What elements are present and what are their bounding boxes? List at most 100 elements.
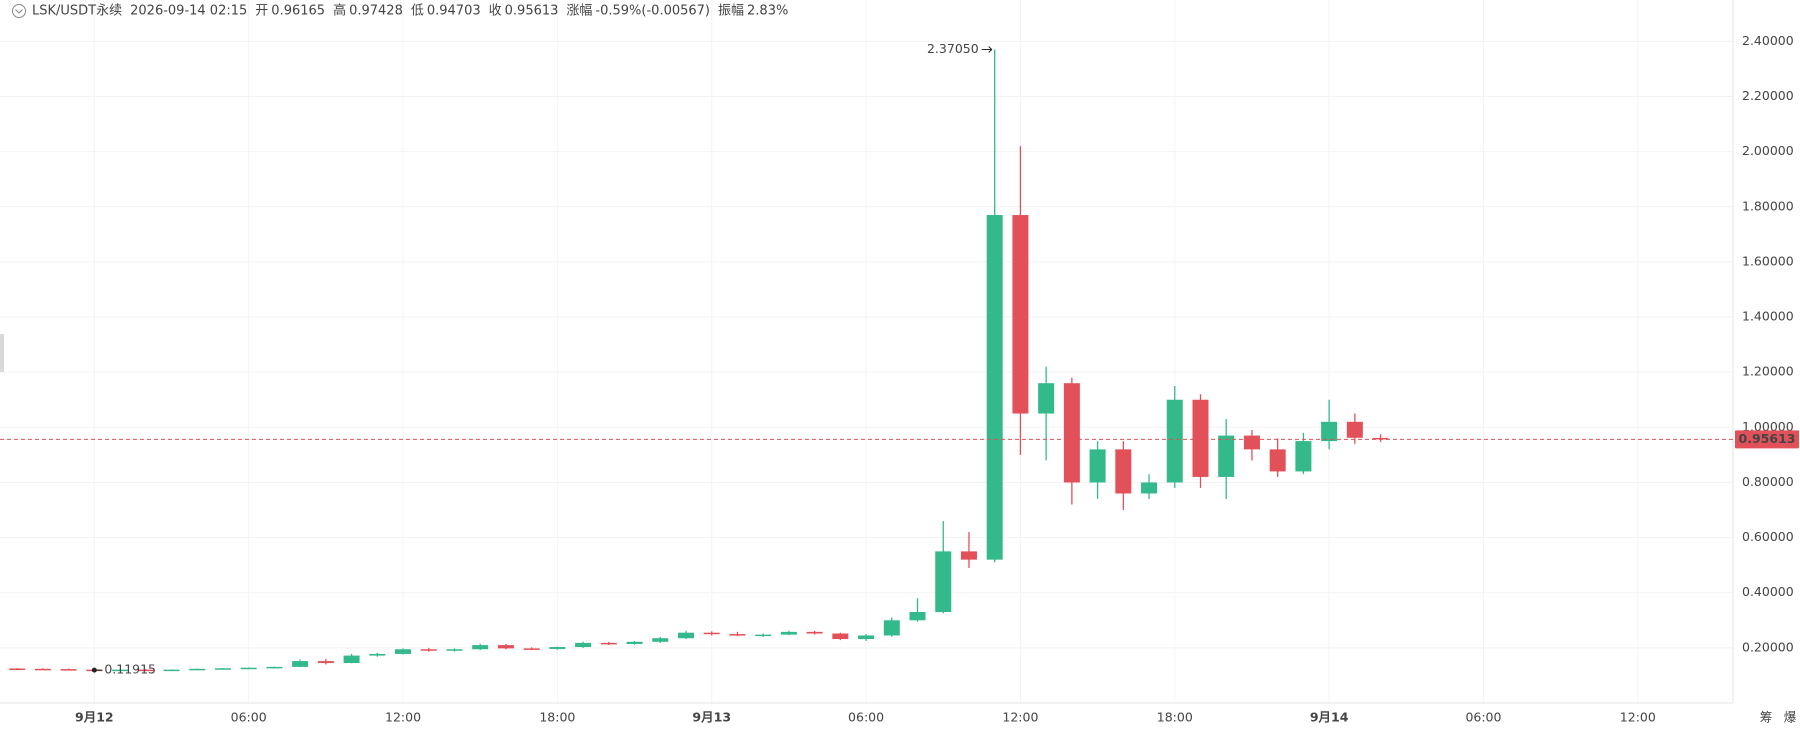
candle-body bbox=[652, 638, 669, 642]
y-tick-label: 1.00000 bbox=[1742, 419, 1794, 434]
last-price-label: 0.95613 bbox=[1739, 431, 1796, 446]
x-tick-label: 06:00 bbox=[1465, 710, 1501, 725]
x-tick-label: 9月13 bbox=[692, 710, 731, 725]
y-tick-label: 1.40000 bbox=[1742, 309, 1794, 324]
field-value: 0.96165 bbox=[271, 4, 325, 19]
y-tick-label: 0.40000 bbox=[1742, 584, 1794, 599]
annotation-label: 0.11915 bbox=[104, 662, 156, 677]
candle-body bbox=[189, 668, 206, 671]
y-tick-label: 1.20000 bbox=[1742, 364, 1794, 379]
annotations: 2.37050 0.11915 bbox=[91, 41, 993, 677]
field-label: 收 bbox=[489, 4, 502, 19]
candle-body bbox=[1372, 437, 1389, 440]
candle-body bbox=[986, 215, 1003, 560]
x-tick-label: 9月14 bbox=[1310, 710, 1349, 725]
y-tick-label: 1.60000 bbox=[1742, 253, 1794, 268]
candle-body bbox=[1089, 449, 1106, 483]
candle-body bbox=[420, 649, 437, 651]
x-tick-label: 06:00 bbox=[848, 710, 884, 725]
x-tick-label: 12:00 bbox=[1002, 710, 1038, 725]
y-tick-label: 1.80000 bbox=[1742, 198, 1794, 213]
x-tick-label: 18:00 bbox=[539, 710, 575, 725]
candle-body bbox=[9, 668, 26, 671]
candle-body bbox=[112, 669, 129, 672]
candle-body bbox=[240, 667, 257, 670]
candle-body bbox=[292, 661, 309, 667]
candle-body bbox=[780, 631, 797, 635]
field-label: 低 bbox=[411, 4, 424, 19]
candle-body bbox=[395, 649, 412, 654]
candle-body bbox=[1115, 449, 1132, 494]
candle-body bbox=[575, 642, 592, 648]
annotation-arrow bbox=[988, 46, 993, 53]
timestamp: 2026-09-14 02:15 bbox=[130, 4, 247, 19]
y-tick-label: 2.40000 bbox=[1742, 33, 1794, 48]
candle-body bbox=[1269, 449, 1286, 472]
candle-body bbox=[446, 649, 463, 651]
field-value: 0.95613 bbox=[505, 4, 559, 19]
candle-body bbox=[909, 612, 926, 621]
tool-button[interactable]: 爆 bbox=[1784, 710, 1797, 725]
annotation-label: 2.37050 bbox=[927, 41, 979, 56]
candle-body bbox=[497, 645, 514, 649]
field-value: 0.97428 bbox=[349, 4, 403, 19]
x-tick-label: 9月12 bbox=[75, 710, 114, 725]
candle-body bbox=[369, 653, 386, 656]
candle-body bbox=[883, 620, 900, 636]
candle-body bbox=[600, 642, 617, 645]
collapse-icon[interactable] bbox=[12, 4, 26, 18]
candle-body bbox=[1063, 383, 1080, 483]
candle-body bbox=[832, 633, 849, 640]
candle-body bbox=[472, 645, 489, 650]
field-label: 涨幅 bbox=[566, 4, 592, 19]
candle-body bbox=[163, 669, 180, 672]
candle-body bbox=[549, 647, 566, 649]
candle-body bbox=[703, 632, 720, 635]
candle-body bbox=[677, 632, 694, 639]
candle-body bbox=[34, 668, 51, 671]
y-tick-label: 0.80000 bbox=[1742, 474, 1794, 489]
field-label: 振幅 bbox=[718, 4, 744, 19]
candle-body bbox=[1346, 421, 1363, 438]
collapse-icon bbox=[15, 9, 23, 14]
x-tick-label: 06:00 bbox=[231, 710, 267, 725]
y-tick-label: 2.20000 bbox=[1742, 88, 1794, 103]
candle-body bbox=[266, 666, 283, 669]
tool-button[interactable]: 筹 bbox=[1760, 710, 1773, 725]
legend-header: LSK/USDT永续 2026-09-14 02:15 开 0.96165 高 0.97… bbox=[12, 3, 788, 19]
y-tick-label: 2.00000 bbox=[1742, 143, 1794, 158]
candle-body bbox=[137, 669, 154, 672]
candle-body bbox=[1192, 399, 1209, 477]
candle-body bbox=[729, 634, 746, 636]
field-label: 开 bbox=[255, 4, 268, 19]
candle-body bbox=[960, 551, 977, 560]
field-value: 0.94703 bbox=[427, 4, 481, 19]
candle-body bbox=[1321, 421, 1338, 442]
candle-body bbox=[1295, 441, 1312, 472]
candle-body bbox=[626, 641, 643, 645]
candle-body bbox=[214, 668, 231, 670]
x-tick-label: 12:00 bbox=[1620, 710, 1656, 725]
y-tick-label: 0.20000 bbox=[1742, 639, 1794, 654]
candles bbox=[9, 49, 1389, 672]
candle-body bbox=[523, 648, 540, 650]
candle-body bbox=[1166, 399, 1183, 483]
candle-body bbox=[343, 655, 360, 664]
candle-body bbox=[1243, 435, 1260, 450]
field-value: 2.83% bbox=[747, 4, 788, 19]
x-tick-label: 12:00 bbox=[385, 710, 421, 725]
y-tick-label: 0.60000 bbox=[1742, 529, 1794, 544]
x-tick-label: 18:00 bbox=[1157, 710, 1193, 725]
candle-body bbox=[1141, 482, 1158, 494]
candle-body bbox=[1012, 215, 1029, 414]
grid bbox=[0, 0, 1733, 703]
field-value: -0.59%(-0.00567) bbox=[595, 4, 710, 19]
candle-body bbox=[317, 661, 334, 664]
symbol: LSK/USDT永续 bbox=[32, 4, 122, 19]
candle-body bbox=[935, 551, 952, 613]
last-price-tag bbox=[1735, 430, 1799, 449]
side-handle[interactable] bbox=[0, 334, 4, 372]
candle-body bbox=[1038, 383, 1055, 414]
